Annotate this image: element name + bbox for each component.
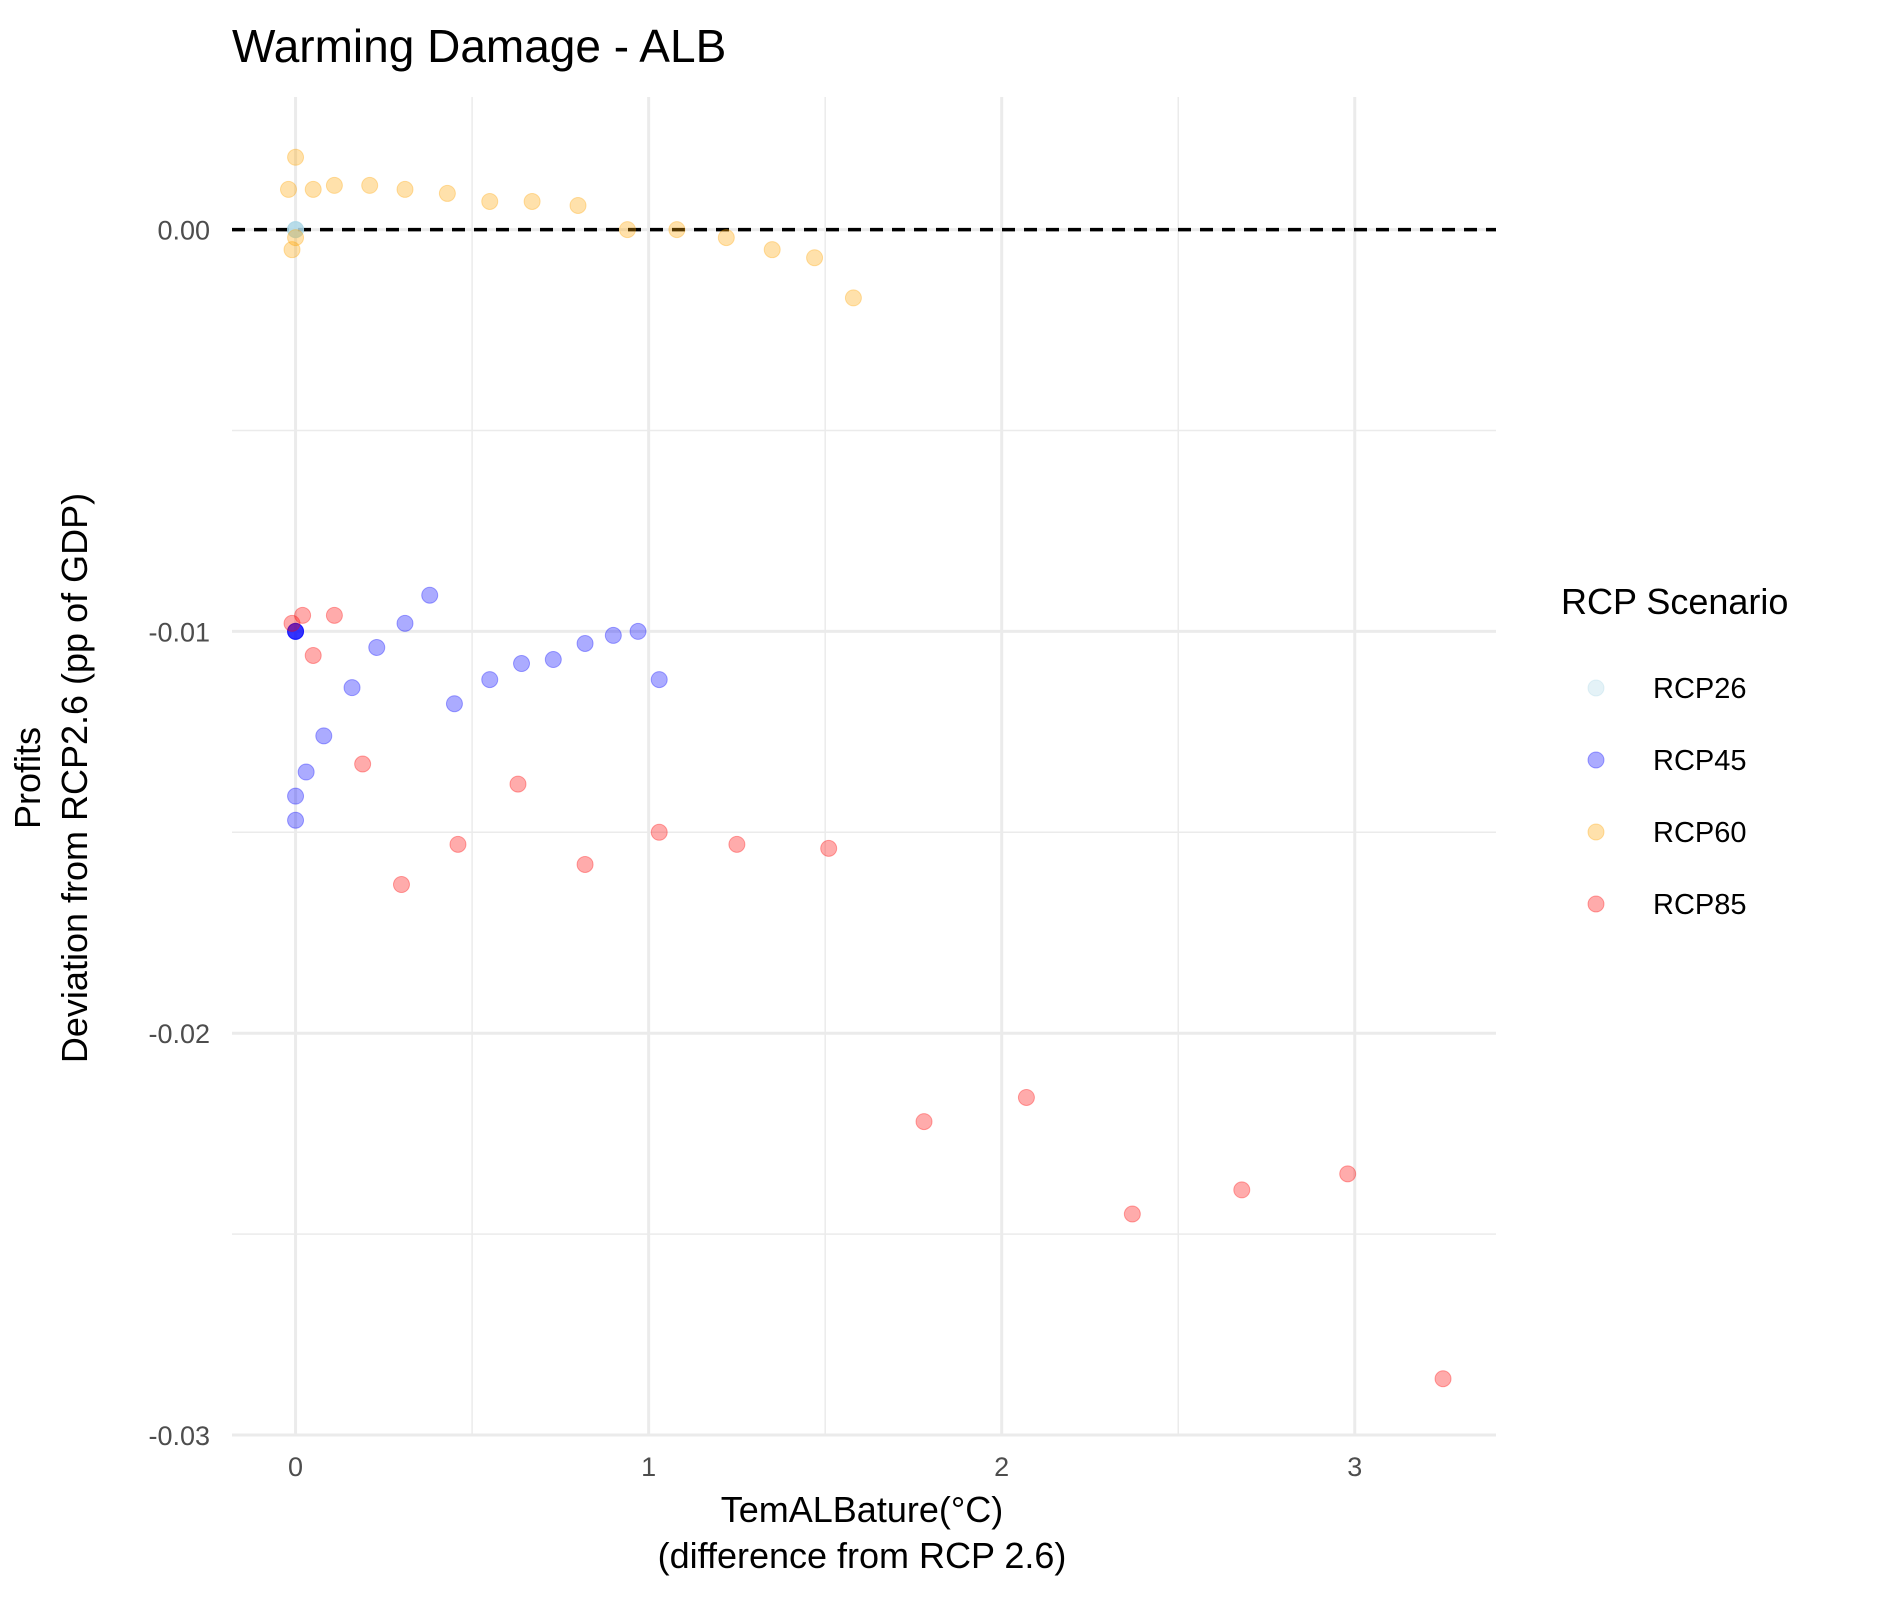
- data-point-rcp45: [445, 695, 463, 713]
- data-point-rcp45: [287, 622, 305, 640]
- data-point-rcp60: [569, 196, 587, 214]
- data-point-rcp45: [604, 626, 622, 644]
- data-point-rcp85: [449, 835, 467, 853]
- legend-symbol-rcp60: [1587, 823, 1605, 841]
- y-axis-ticks: 0.00 -0.01 -0.02 -0.03: [148, 216, 210, 1451]
- legend-symbol-rcp85: [1587, 895, 1605, 913]
- grid: [232, 97, 1496, 1437]
- y-tick-label: -0.02: [148, 1019, 210, 1049]
- chart-title: Warming Damage - ALB: [232, 20, 726, 72]
- data-point-rcp45: [343, 679, 361, 697]
- legend-title: RCP Scenario: [1561, 581, 1788, 622]
- legend-label-rcp85: RCP85: [1653, 889, 1747, 921]
- x-tick-label: 2: [994, 1452, 1009, 1482]
- y-tick-label: -0.01: [148, 617, 210, 647]
- data-point-rcp45: [287, 787, 305, 805]
- data-point-rcp85: [392, 876, 410, 894]
- data-point-rcp60: [806, 249, 824, 267]
- x-axis-ticks: 0 1 2 3: [288, 1452, 1362, 1482]
- data-point-rcp45: [396, 614, 414, 632]
- data-point-rcp60: [279, 180, 297, 198]
- data-point-rcp85: [1017, 1088, 1035, 1106]
- data-point-rcp85: [915, 1113, 933, 1131]
- x-tick-label: 1: [641, 1452, 656, 1482]
- data-point-rcp45: [315, 727, 333, 745]
- data-point-rcp60: [287, 148, 305, 166]
- data-point-rcp60: [396, 180, 414, 198]
- x-axis-title-line1: TemALBature(°C): [721, 1489, 1003, 1530]
- legend-label-rcp45: RCP45: [1653, 745, 1747, 777]
- data-point-rcp60: [325, 176, 343, 194]
- data-point-rcp45: [297, 763, 315, 781]
- data-point-rcp85: [325, 606, 343, 624]
- y-tick-label: 0.00: [157, 216, 210, 246]
- data-point-rcp45: [513, 655, 531, 673]
- data-point-rcp85: [1123, 1205, 1141, 1223]
- data-points: [279, 148, 1452, 1388]
- data-point-rcp45: [576, 634, 594, 652]
- data-point-rcp60: [438, 184, 456, 202]
- data-point-rcp26: [287, 221, 305, 239]
- data-point-rcp85: [576, 855, 594, 873]
- data-point-rcp45: [650, 671, 668, 689]
- data-point-rcp60: [523, 192, 541, 210]
- legend-symbol-rcp26: [1587, 679, 1605, 697]
- data-point-rcp60: [304, 180, 322, 198]
- data-point-rcp85: [820, 839, 838, 857]
- data-point-rcp85: [509, 775, 527, 793]
- legend-symbol-rcp45: [1587, 751, 1605, 769]
- data-point-rcp60: [481, 192, 499, 210]
- legend-label-rcp26: RCP26: [1653, 673, 1747, 705]
- data-point-rcp26: [287, 221, 305, 239]
- x-tick-label: 3: [1347, 1452, 1362, 1482]
- legend-label-rcp60: RCP60: [1653, 817, 1747, 849]
- data-point-rcp26: [287, 221, 305, 239]
- data-point-rcp85: [1233, 1181, 1251, 1199]
- data-point-rcp45: [481, 671, 499, 689]
- data-point-rcp60: [283, 241, 301, 259]
- data-point-rcp45: [544, 651, 562, 669]
- data-point-rcp60: [717, 229, 735, 247]
- data-point-rcp45: [287, 811, 305, 829]
- data-point-rcp26: [287, 221, 305, 239]
- data-point-rcp85: [304, 647, 322, 665]
- data-point-rcp60: [763, 241, 781, 259]
- data-point-rcp85: [294, 606, 312, 624]
- data-point-rcp60: [668, 221, 686, 239]
- data-point-rcp60: [618, 221, 636, 239]
- data-point-rcp45: [287, 622, 305, 640]
- x-axis-title-line2: (difference from RCP 2.6): [658, 1535, 1067, 1576]
- data-point-rcp60: [844, 289, 862, 307]
- data-point-rcp60: [287, 229, 305, 247]
- data-point-rcp85: [283, 614, 301, 632]
- data-point-rcp45: [421, 586, 439, 604]
- data-point-rcp45: [629, 622, 647, 640]
- y-tick-label: -0.03: [148, 1421, 210, 1451]
- legend: RCP26 RCP45 RCP60 RCP85: [1587, 673, 1747, 921]
- data-point-rcp45: [287, 622, 305, 640]
- data-point-rcp45: [287, 622, 305, 640]
- y-axis-title-line1: Profits: [7, 727, 48, 829]
- data-point-rcp85: [1434, 1370, 1452, 1388]
- data-point-rcp60: [361, 176, 379, 194]
- data-point-rcp26: [287, 221, 305, 239]
- data-point-rcp85: [1339, 1165, 1357, 1183]
- x-tick-label: 0: [288, 1452, 303, 1482]
- data-point-rcp85: [354, 755, 372, 773]
- data-point-rcp85: [650, 823, 668, 841]
- data-point-rcp85: [728, 835, 746, 853]
- data-point-rcp45: [368, 638, 386, 656]
- y-axis-title-line2: Deviation from RCP2.6 (pp of GDP): [54, 493, 95, 1063]
